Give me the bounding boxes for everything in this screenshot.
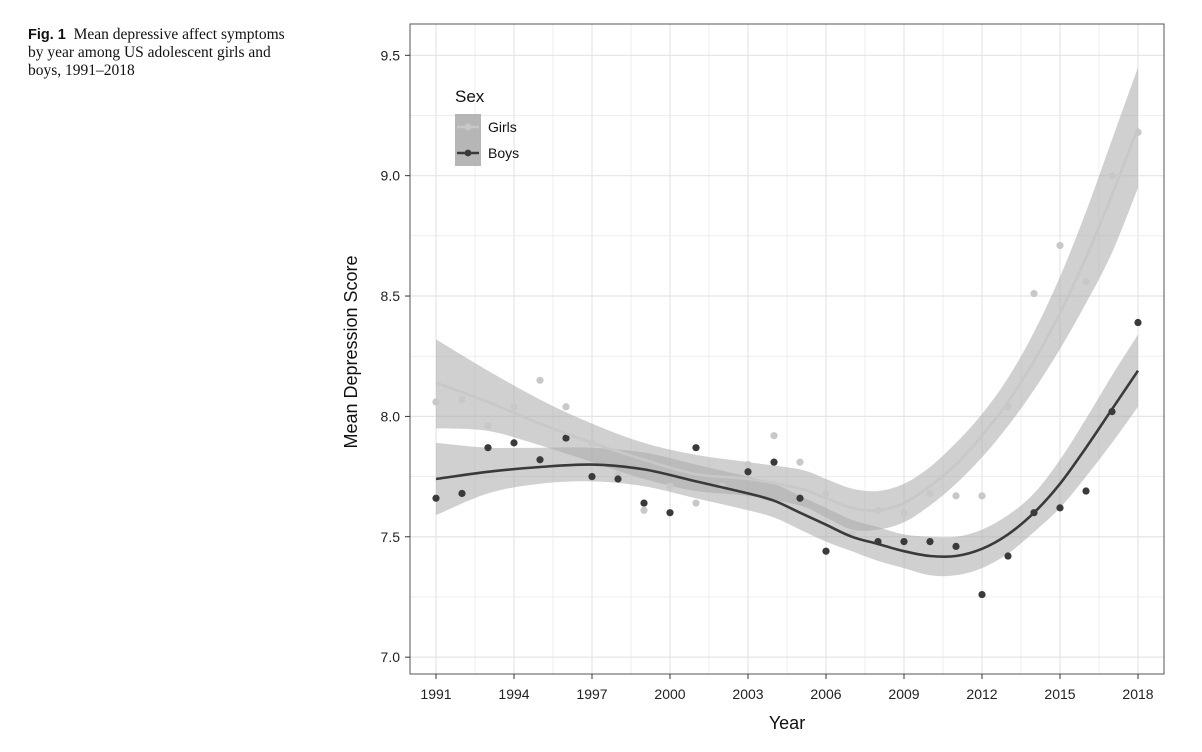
x-axis: 1991 1994 1997 2000 2003 2006 2009 2012 2015 2018 (420, 674, 1154, 702)
data-point-boys (640, 499, 648, 507)
data-point-girls (692, 499, 700, 507)
fit-line-girls (435, 127, 1140, 512)
fit-line-boys (435, 369, 1140, 559)
data-point-girls (770, 432, 778, 440)
data-point-girls (1082, 277, 1090, 286)
grid (409, 23, 1165, 675)
y-tick-label: 7.0 (381, 649, 401, 665)
confidence-band-boys (436, 334, 1138, 577)
data-point-boys (952, 542, 960, 551)
plot-border (409, 23, 1165, 675)
data-point-girls (432, 398, 440, 406)
data-point-girls (952, 492, 960, 500)
figure-caption: Fig. 1 Mean depressive affect symptoms b… (28, 26, 298, 80)
data-point-girls (822, 489, 830, 498)
figure-caption-text: Mean depressive affect symptoms by year … (28, 26, 285, 79)
data-point-boys (1134, 318, 1142, 327)
data-point-boys (744, 468, 752, 476)
data-point-boys (510, 439, 518, 447)
data-point-girls (978, 492, 986, 500)
legend-title: Sex (455, 87, 485, 106)
confidence-bands (436, 67, 1138, 577)
data-point-girls (458, 395, 466, 404)
legend-dot-girls (464, 123, 472, 131)
data-point-girls (744, 460, 752, 469)
data-point-girls (926, 489, 934, 498)
legend: Sex Girls Boys (455, 87, 519, 166)
data-point-girls (900, 509, 908, 517)
data-point-boys (562, 434, 570, 442)
y-tick-label: 7.5 (381, 529, 401, 545)
data-point-girls (640, 506, 648, 514)
data-point-girls (536, 376, 544, 384)
data-point-girls (562, 403, 570, 411)
data-point-girls (484, 422, 492, 430)
data-point-girls (1030, 290, 1038, 298)
data-point-girls (1108, 172, 1116, 180)
data-point-boys (666, 509, 674, 517)
x-tick-label: 2000 (654, 686, 685, 702)
x-axis-label: Year (769, 713, 805, 733)
x-tick-label: 2003 (732, 686, 763, 702)
legend-label-boys: Boys (488, 145, 519, 161)
data-point-girls (666, 482, 674, 490)
data-point-girls (1056, 241, 1064, 250)
data-point-boys (770, 458, 778, 466)
x-tick-label: 2009 (888, 686, 919, 702)
x-tick-label: 2012 (966, 686, 997, 702)
data-point-boys (692, 444, 700, 452)
data-point-boys (536, 456, 544, 464)
data-point-boys (484, 444, 492, 452)
data-point-girls (510, 403, 518, 411)
x-tick-label: 1997 (576, 686, 607, 702)
figure-label: Fig. 1 (28, 27, 66, 43)
data-point-boys (432, 494, 440, 502)
data-point-boys (1004, 552, 1012, 560)
data-point-boys (822, 547, 830, 555)
x-tick-label: 2015 (1044, 686, 1075, 702)
x-tick-label: 2018 (1122, 686, 1153, 702)
y-tick-label: 9.5 (381, 47, 401, 63)
y-tick-label: 8.0 (381, 408, 401, 424)
data-point-girls (796, 458, 804, 466)
data-point-boys (588, 472, 596, 481)
y-tick-label: 8.5 (381, 288, 401, 304)
data-point-boys (796, 494, 804, 502)
y-tick-label: 9.0 (381, 168, 401, 184)
fit-lines (435, 127, 1140, 559)
data-point-boys (1056, 504, 1064, 512)
data-point-boys (458, 489, 466, 498)
x-tick-label: 1991 (420, 686, 451, 702)
x-tick-label: 2006 (810, 686, 841, 702)
legend-label-girls: Girls (488, 119, 517, 135)
data-point-boys (614, 475, 622, 483)
data-point-boys (1082, 487, 1090, 495)
x-tick-label: 1994 (498, 686, 529, 702)
data-point-boys (900, 537, 908, 546)
data-point-boys (978, 590, 986, 599)
data-point-boys (926, 537, 934, 546)
y-axis: 7.0 7.5 8.0 8.5 9.0 9.5 (381, 47, 410, 665)
y-axis-label: Mean Depression Score (341, 255, 361, 448)
legend-dot-boys (464, 149, 472, 157)
